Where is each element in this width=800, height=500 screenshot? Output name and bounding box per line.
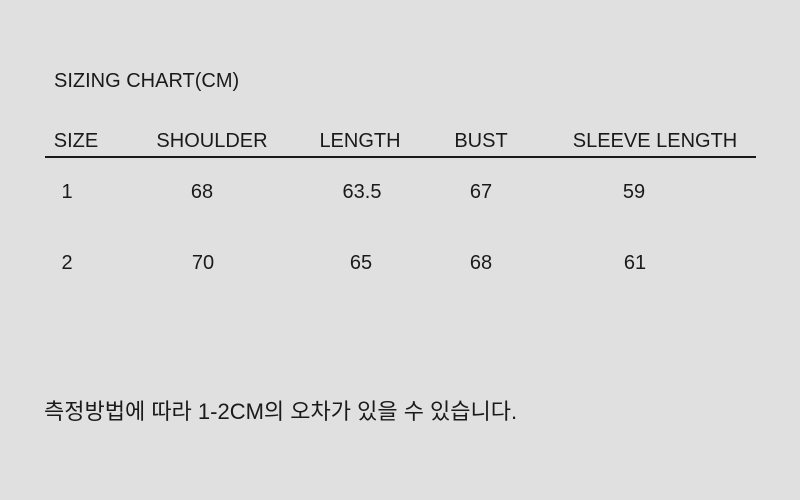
- table-cell: 68: [190, 181, 214, 203]
- table-cell: 65: [349, 252, 373, 274]
- column-header: SIZE: [53, 130, 99, 152]
- column-header: BUST: [454, 130, 508, 152]
- table-cell: 1: [61, 181, 73, 203]
- chart-title: SIZING CHART(CM): [54, 70, 240, 92]
- table-cell: 2: [61, 252, 73, 274]
- table-cell: 63.5: [342, 181, 382, 203]
- table-cell: 68: [469, 252, 493, 274]
- column-header: LENGTH: [319, 130, 401, 152]
- table-cell: 59: [622, 181, 646, 203]
- column-header: SLEEVE LENGTH: [572, 130, 738, 152]
- column-header: SHOULDER: [156, 130, 268, 152]
- table-cell: 70: [191, 252, 215, 274]
- table-cell: 61: [623, 252, 647, 274]
- table-cell: 67: [469, 181, 493, 203]
- measurement-note: 측정방법에 따라 1-2CM의 오차가 있을 수 있습니다.: [44, 399, 518, 424]
- header-divider: [45, 156, 756, 158]
